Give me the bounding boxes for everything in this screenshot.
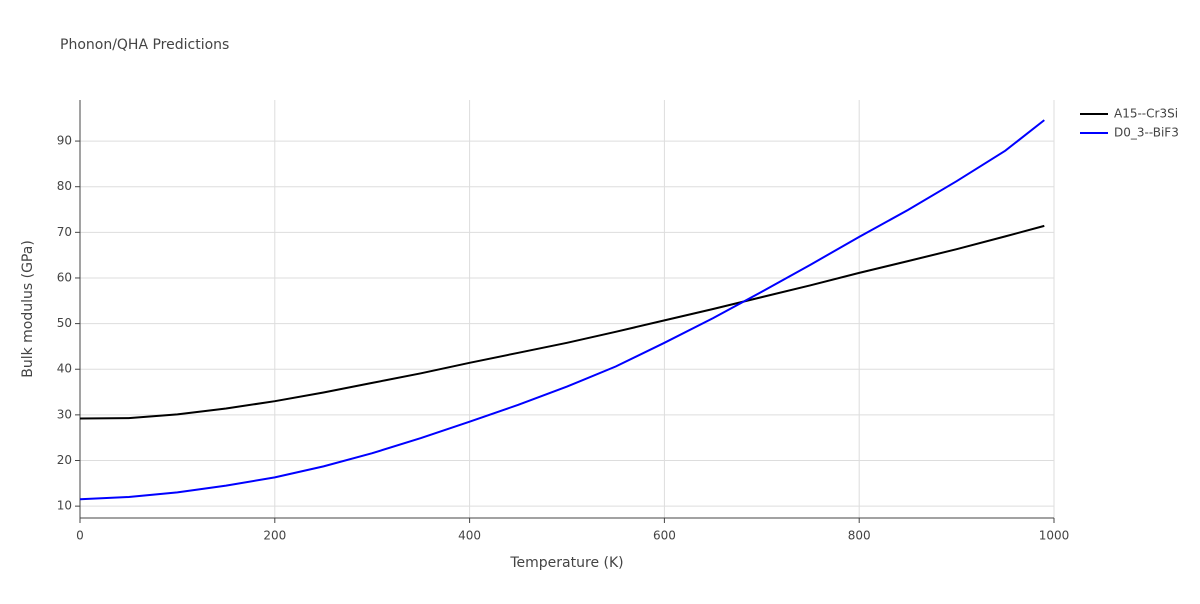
x-tick-label: 1000 [1039,529,1070,543]
data-line [79,119,1045,501]
legend-label: D0_3--BiF3 [1114,126,1179,140]
y-tick-label: 50 [57,316,72,330]
y-tick-label: 70 [57,225,72,239]
x-tick-label: 400 [458,529,481,543]
chart-title: Phonon/QHA Predictions [60,37,229,53]
legend-label: A15--Cr3Si [1114,107,1178,121]
data-line [79,224,1045,420]
y-tick-label: 30 [57,407,72,421]
y-tick-label: 60 [57,270,72,284]
y-tick-label: 20 [57,453,72,467]
x-tick-label: 0 [76,529,84,543]
y-tick-label: 40 [57,362,72,376]
y-tick-label: 80 [57,179,72,193]
x-tick-label: 800 [848,529,871,543]
x-tick-label: 200 [263,529,286,543]
y-tick-label: 10 [57,499,72,513]
y-axis-label: Bulk modulus (GPa) [20,240,36,378]
x-tick-label: 600 [653,529,676,543]
y-tick-label: 90 [57,134,72,148]
x-axis-label: Temperature (K) [509,555,623,571]
